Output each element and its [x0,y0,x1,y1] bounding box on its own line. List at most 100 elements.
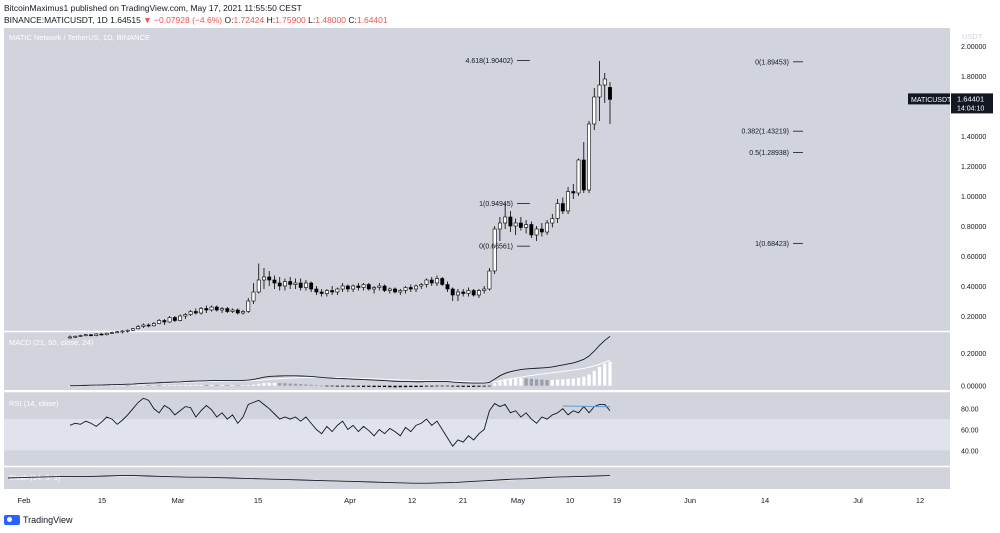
candle-body [571,191,576,194]
macd-histogram-bar [550,379,554,386]
macd-histogram-bar [388,385,392,388]
candle-body [377,285,382,288]
candle-body [298,282,303,288]
macd-histogram-bar [482,385,486,387]
macd-histogram-bar [445,385,450,387]
macd-histogram-bar [561,379,565,386]
macd-histogram-bar [288,383,292,386]
candle-body [110,332,114,334]
candle-body [482,288,487,291]
candle-body [545,222,550,233]
candle-body [345,285,350,290]
time-tick-label: Feb [18,496,31,505]
rsi-divergence-line [562,405,611,408]
candle-body [382,285,387,291]
candle-body [125,329,130,332]
macd-histogram-bar [299,384,303,386]
fib-label: 4.618(1.90402) [466,58,513,65]
candle-body [73,335,78,338]
macd-histogram-bar [592,370,596,386]
candle-body [324,290,329,294]
candle-body [89,334,93,337]
rsi-tick-label: 40.00 [961,448,979,455]
fib-levels: 4.618(1.90402) 1(0.94945) 0(0.66561) 0(1.89… [466,58,803,251]
macd-histogram-bar [236,385,240,386]
candle-body [241,311,245,314]
macd-histogram-bar [115,385,119,387]
candle-body [293,282,298,285]
close-value: 1.64401 [356,15,388,25]
candle-body [162,320,167,323]
time-tick-label: 10 [566,496,574,505]
macd-histogram-bar [587,374,591,386]
macd-histogram-bar [199,384,203,386]
macd-histogram-bar [367,385,371,387]
macd-histogram-bar [340,385,345,387]
candle-body [178,315,183,321]
candle-body [283,281,287,287]
macd-histogram-bar [131,385,135,387]
price-tick-label: 0.80000 [961,224,986,231]
price-tick-label: 0.40000 [961,284,986,291]
macd-histogram-bar [466,385,471,387]
time-tick-label: 12 [408,496,416,505]
currency-label: USDT [962,32,983,41]
candle-body [136,326,141,330]
macd-histogram-bar [424,385,429,387]
open-label: O: [224,15,234,25]
fib-label: 1(0.94945) [479,201,513,208]
price-pane[interactable] [4,28,950,331]
candle-body [199,308,203,314]
stoch-series [7,475,611,484]
macd-histogram-bar [545,379,549,386]
macd-histogram-bar [173,385,177,386]
macd-histogram-bar [220,384,224,386]
price-tick-label: 1.80000 [961,74,986,81]
candle-body [214,306,219,311]
macd-histogram-bar [576,377,581,386]
low-label: L: [308,15,316,25]
macd-histogram-bar [89,385,93,387]
candle-body [141,324,146,327]
macd-histogram-bar [94,385,98,387]
price-tick-label: 0.60000 [961,254,986,261]
candle-body [220,308,224,311]
macd-pane[interactable] [4,332,950,390]
badge-value: 1.64401 [957,94,984,103]
time-tick-label: 21 [459,496,467,505]
rsi-label: RSI (14, close) [9,399,59,408]
rsi-tick-label: 60.00 [961,428,979,435]
macd-histogram-bar [435,385,439,387]
candle-body [534,228,539,236]
macd-histogram-bar [540,379,544,386]
candle-body [172,317,177,321]
macd-histogram-bar [304,384,308,386]
publish-line: BitcoinMaximus1 published on TradingView… [4,3,302,13]
candle-body [277,282,282,287]
macd-histogram-bar [167,385,172,386]
time-tick-label: Mar [172,496,185,505]
chart-area[interactable]: MATIC Network / TetherUS, 1D, BINANCE MA… [0,28,1000,512]
candle-body [267,276,272,281]
candle-body [146,324,151,327]
candle-body [576,159,581,194]
candle-body [445,284,450,290]
macd-histogram-bar [361,385,366,387]
macd-histogram-bar [136,385,140,386]
macd-histogram-bar [105,385,109,387]
badge-symbol-box [908,93,950,105]
candle-body [335,288,340,293]
macd-histogram-bar [603,363,607,386]
candle-body [387,288,392,291]
candle-body [555,203,560,219]
tradingview-logo[interactable]: TradingView [4,515,73,525]
macd-histogram-bar [377,385,381,388]
macd-histogram-bar [451,385,455,387]
macd-histogram-bar [403,385,408,388]
candle-body [524,224,529,228]
stoch-pane[interactable] [4,467,950,489]
candle-body [251,291,256,302]
candle-body [461,291,466,294]
price-tick-label: 1.40000 [961,134,986,141]
price-tick-label: 1.00000 [961,194,986,201]
